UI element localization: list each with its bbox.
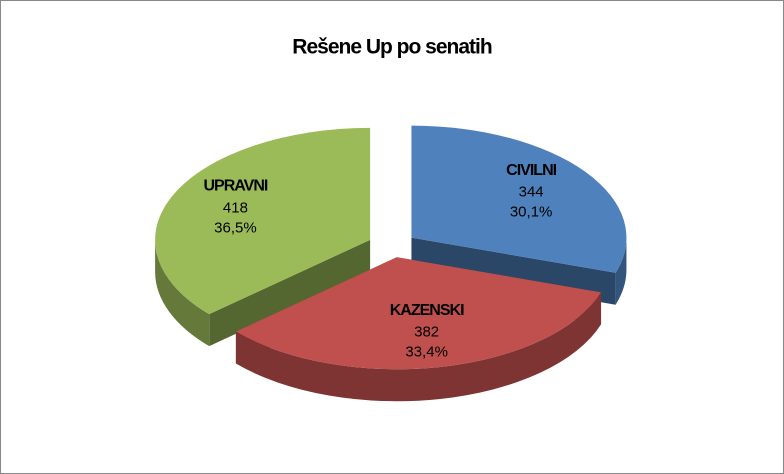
slice-side (209, 239, 371, 347)
label-name: CIVILNI (506, 162, 556, 179)
label-value: 382 (414, 324, 439, 341)
chart-title: Rešene Up po senatih (292, 36, 492, 59)
slice-rim (155, 239, 210, 347)
slice-rim (235, 292, 602, 402)
pie: CIVILNI 344 30,1% KAZENSKI 382 33,4% UPRAVNI 41… (155, 125, 627, 402)
slice (155, 127, 371, 315)
label-percent: 36,5% (214, 219, 257, 236)
slice (235, 257, 602, 370)
slice (411, 125, 627, 273)
label-value: 344 (519, 184, 544, 201)
label-value: 418 (223, 199, 248, 216)
label-percent: 33,4% (405, 344, 448, 361)
label-name: UPRAVNI (204, 178, 268, 195)
label-name: KAZENSKI (390, 302, 464, 319)
slice-rim (615, 237, 627, 305)
label-percent: 30,1% (510, 204, 553, 221)
